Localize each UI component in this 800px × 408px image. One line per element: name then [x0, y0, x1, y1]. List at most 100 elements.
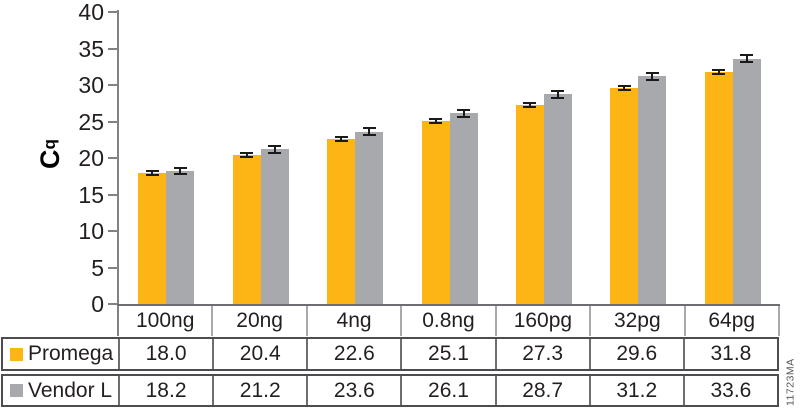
- table-value-vendor-l-4ng: 23.6: [308, 376, 403, 405]
- error-bar-cap-top: [334, 136, 348, 139]
- y-tick-mark-30: [108, 84, 117, 86]
- table-value-vendor-l-32pg: 31.2: [591, 376, 685, 405]
- bar-vendor-l-4ng: [355, 131, 384, 304]
- error-bar-cap-top: [457, 109, 470, 112]
- legend-label-vendor-l: Vendor L: [28, 378, 113, 402]
- error-bar-stem: [623, 85, 626, 90]
- y-tick-mark-20: [108, 157, 117, 159]
- error-bar-stem: [368, 128, 371, 135]
- category-cell-160pg: 160pg: [497, 306, 592, 336]
- bar-vendor-l-32pg: [638, 76, 667, 304]
- error-bar-stem: [651, 72, 654, 80]
- bar-promega-0.8ng: [421, 120, 450, 304]
- y-tick-mark-25: [108, 120, 117, 123]
- x-axis-category-row: 100ng 20ng 4ng 0.8ng 160pg 32pg 64pg: [119, 306, 780, 336]
- error-bar-cap-top: [429, 117, 442, 120]
- y-tick-label-5: 5: [91, 254, 104, 281]
- category-cell-100ng: 100ng: [119, 306, 214, 336]
- bar-promega-20ng: [232, 155, 261, 304]
- error-bar-cap-bottom: [240, 156, 254, 159]
- error-bar-cap-top: [740, 54, 754, 57]
- y-tick-mark-10: [108, 230, 117, 232]
- y-tick-mark-40: [108, 11, 117, 13]
- table-row-vendor-l: Vendor L 18.2 21.2 23.6 26.1 28.7 31.2 33.6: [1, 374, 779, 407]
- y-tick-mark-0: [108, 303, 117, 305]
- error-bar-cap-top: [523, 101, 537, 104]
- y-tick-label-20: 20: [78, 145, 104, 171]
- error-bar-cap-bottom: [523, 105, 537, 108]
- legend-cell-vendor-l: Vendor L: [3, 376, 120, 405]
- bar-vendor-l-20ng: [260, 149, 289, 304]
- y-tick-label-0: 0: [91, 291, 104, 317]
- error-bar-cap-bottom: [173, 173, 187, 176]
- x-axis-line: [117, 304, 780, 306]
- error-bar-stem: [340, 137, 343, 142]
- error-bar-cap-bottom: [334, 140, 348, 143]
- table-value-promega-4ng: 22.6: [308, 339, 403, 369]
- error-bar-stem: [245, 153, 248, 158]
- error-bar-cap-top: [240, 152, 254, 155]
- error-bar-stem: [745, 55, 748, 62]
- bar-vendor-l-0.8ng: [449, 113, 478, 304]
- table-value-promega-160pg: 27.3: [497, 339, 591, 369]
- legend-label-promega: Promega: [28, 342, 114, 365]
- category-cell-20ng: 20ng: [213, 306, 308, 336]
- legend-cell-promega: Promega: [3, 339, 120, 369]
- error-bar-cap-bottom: [740, 61, 754, 63]
- category-cell-0.8ng: 0.8ng: [402, 306, 497, 336]
- table-value-promega-100ng: 18.0: [120, 339, 215, 369]
- bar-promega-32pg: [610, 87, 639, 304]
- error-bar-cap-top: [551, 90, 565, 93]
- error-bar-cap-bottom: [551, 96, 565, 99]
- bar-promega-100ng: [138, 172, 167, 304]
- table-value-vendor-l-100ng: 18.2: [120, 376, 215, 405]
- y-tick-label-15: 15: [78, 181, 104, 208]
- error-bar-cap-bottom: [362, 134, 376, 136]
- legend-swatch-promega: [10, 347, 23, 361]
- y-tick-mark-5: [108, 266, 117, 269]
- bar-vendor-l-160pg: [543, 94, 572, 304]
- y-axis-label-sub: q: [40, 139, 59, 150]
- error-bar-cap-bottom: [617, 88, 631, 91]
- y-tick-label-10: 10: [78, 218, 104, 244]
- table-row-promega: Promega 18.0 20.4 22.6 25.1 27.3 29.6 31.8: [1, 337, 779, 371]
- error-bar-cap-bottom: [712, 72, 726, 75]
- error-bar-cap-top: [362, 127, 376, 130]
- y-tick-mark-35: [108, 47, 117, 50]
- error-bar-cap-top: [617, 84, 631, 87]
- y-tick-label-40: 40: [78, 0, 104, 25]
- bar-vendor-l-64pg: [732, 58, 761, 304]
- error-bar-stem: [179, 167, 182, 175]
- table-value-vendor-l-160pg: 28.7: [497, 376, 591, 405]
- error-bar-stem: [273, 145, 276, 153]
- y-tick-label-30: 30: [78, 72, 104, 98]
- table-value-promega-32pg: 29.6: [591, 339, 685, 369]
- y-tick-mark-15: [108, 193, 117, 196]
- category-cell-64pg: 64pg: [686, 306, 780, 336]
- y-tick-label-25: 25: [78, 108, 104, 135]
- table-value-promega-20ng: 20.4: [214, 339, 309, 369]
- error-bar-cap-bottom: [145, 173, 159, 176]
- error-bar-stem: [528, 102, 531, 107]
- error-bar-cap-bottom: [268, 151, 282, 154]
- error-bar-stem: [556, 91, 559, 98]
- table-value-vendor-l-64pg: 33.6: [710, 378, 752, 402]
- error-bar-cap-bottom: [429, 121, 442, 124]
- y-axis-line: [117, 10, 119, 336]
- error-bar-stem: [151, 170, 154, 175]
- error-bar-stem: [717, 69, 720, 74]
- legend-swatch-vendor-l: [10, 384, 23, 397]
- error-bar-cap-top: [645, 71, 659, 74]
- category-cell-4ng: 4ng: [308, 306, 403, 336]
- table-value-promega-0.8ng: 25.1: [402, 339, 497, 369]
- table-value-vendor-l-20ng: 21.2: [214, 376, 309, 405]
- bar-promega-4ng: [327, 139, 356, 304]
- error-bar-stem: [462, 110, 465, 117]
- error-bar-cap-top: [712, 68, 726, 71]
- figure-id-watermark: 11723MA: [784, 358, 797, 406]
- error-bar-cap-top: [145, 169, 159, 172]
- error-bar-cap-top: [268, 144, 282, 147]
- error-bar-stem: [434, 118, 437, 123]
- table-value-vendor-l-0.8ng: 26.1: [402, 376, 497, 405]
